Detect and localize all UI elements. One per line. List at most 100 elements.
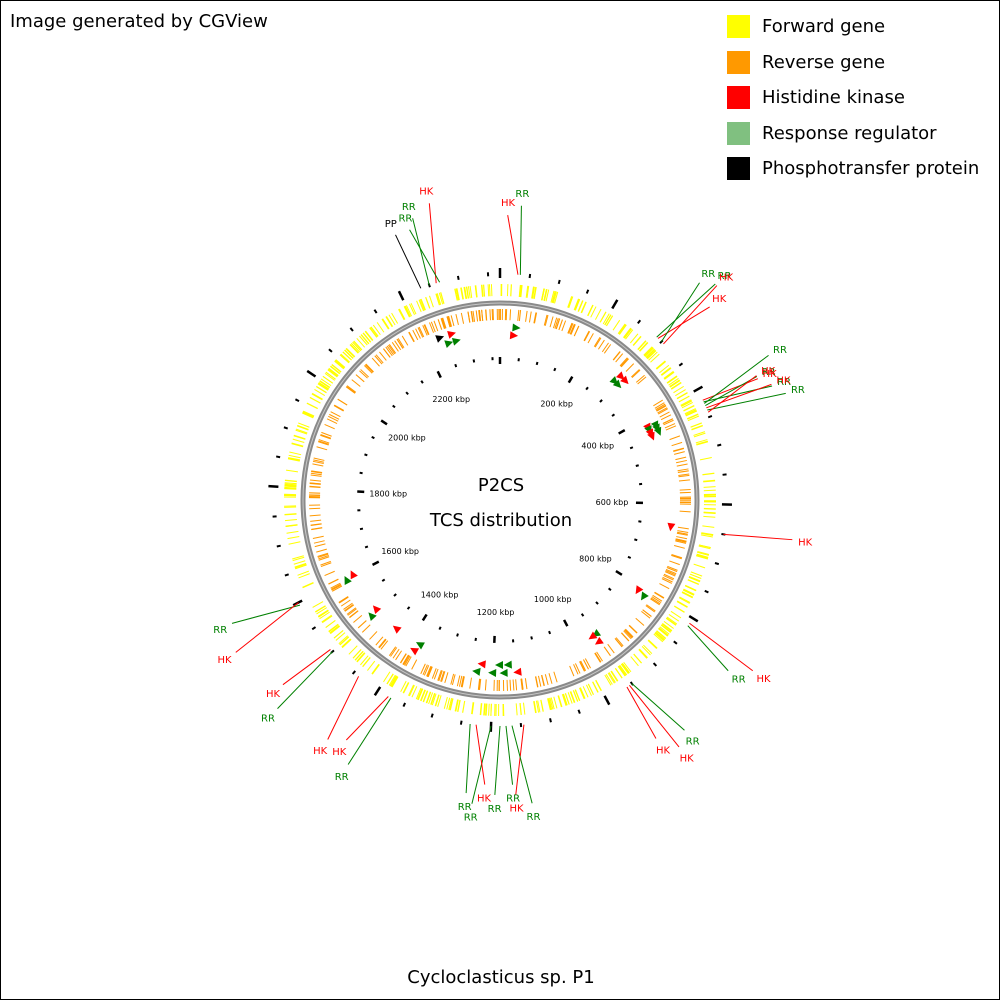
tick-label: 1400 kbp: [421, 590, 459, 599]
outer-tick: [283, 426, 289, 430]
reverse-gene: [310, 474, 322, 477]
inner-tick: [627, 555, 632, 559]
reverse-gene: [378, 639, 387, 649]
legend-swatch: [727, 50, 750, 74]
tick-label: 800 kbp: [579, 555, 612, 564]
forward-gene: [479, 703, 483, 716]
reverse-gene: [394, 340, 402, 351]
forward-gene: [490, 703, 492, 716]
outer-tick: [678, 362, 684, 367]
forward-gene: [284, 479, 297, 483]
outer-tick: [528, 273, 532, 279]
forward-gene: [349, 343, 360, 354]
forward-gene: [342, 351, 352, 361]
reverse-gene: [437, 670, 442, 681]
forward-gene: [643, 346, 653, 356]
feature-arrow: [444, 340, 454, 349]
forward-gene: [425, 296, 431, 309]
reverse-gene: [570, 324, 576, 335]
forward-gene: [319, 380, 331, 389]
forward-gene: [402, 682, 410, 694]
forward-gene: [519, 285, 523, 298]
forward-gene: [515, 703, 518, 716]
reverse-gene: [320, 434, 331, 440]
forward-gene: [691, 424, 704, 431]
feature-callout-label: RR: [718, 271, 732, 282]
inner-tick: [611, 413, 616, 417]
reverse-gene: [603, 646, 611, 657]
forward-gene: [388, 314, 396, 326]
reverse-gene: [620, 357, 629, 367]
reverse-gene: [461, 676, 465, 688]
forward-gene: [398, 309, 405, 321]
forward-gene: [298, 573, 310, 579]
outer-tick: [673, 640, 678, 645]
reverse-gene: [675, 456, 687, 461]
forward-gene: [656, 361, 667, 370]
reverse-gene: [330, 583, 342, 590]
forward-gene: [577, 300, 584, 312]
forward-gene: [284, 488, 297, 490]
reverse-gene: [569, 323, 575, 335]
reverse-gene: [477, 678, 481, 690]
forward-gene: [680, 399, 692, 406]
feature-callout-label: RR: [213, 625, 227, 636]
forward-gene: [284, 513, 297, 516]
feature-callout-line: [327, 676, 360, 740]
forward-gene: [669, 380, 681, 388]
reverse-gene: [313, 459, 325, 463]
reverse-gene: [654, 591, 665, 599]
forward-gene: [295, 564, 307, 570]
reverse-gene: [412, 329, 419, 341]
feature-callout-line: [689, 622, 754, 672]
forward-gene: [682, 589, 695, 596]
feature-callout-label: RR: [506, 794, 520, 805]
reverse-gene: [642, 609, 652, 617]
reverse-gene: [544, 315, 549, 326]
reverse-gene: [631, 369, 641, 379]
forward-gene: [661, 624, 672, 633]
reverse-gene: [533, 312, 537, 324]
forward-gene: [285, 524, 298, 528]
forward-gene: [328, 367, 339, 376]
forward-gene: [437, 695, 442, 707]
forward-gene: [340, 353, 351, 363]
forward-gene: [620, 663, 629, 675]
feature-callout-line: [519, 205, 522, 275]
forward-gene: [549, 697, 554, 710]
forward-gene: [540, 699, 544, 712]
reverse-gene: [312, 535, 324, 539]
reverse-gene: [344, 603, 354, 612]
forward-gene: [410, 302, 417, 315]
outer-tick: [373, 686, 382, 696]
reverse-gene: [309, 482, 321, 485]
forward-gene: [547, 697, 553, 710]
reverse-gene: [675, 539, 687, 543]
reverse-gene: [635, 617, 645, 626]
reverse-gene: [469, 677, 472, 689]
reverse-gene: [320, 560, 331, 566]
feature-arrow: [512, 323, 521, 332]
feature-arrow: [451, 337, 461, 346]
forward-gene: [702, 525, 715, 528]
forward-gene: [687, 579, 700, 586]
forward-gene: [562, 693, 568, 706]
forward-gene: [663, 370, 675, 380]
reverse-gene: [333, 405, 344, 412]
forward-gene: [306, 402, 318, 410]
forward-gene: [341, 639, 352, 648]
reverse-gene: [677, 470, 689, 474]
forward-gene: [488, 703, 490, 716]
reverse-gene: [324, 423, 335, 430]
forward-gene: [327, 369, 338, 378]
feature-callout-label: RR: [527, 812, 541, 823]
reverse-gene: [656, 405, 667, 412]
inner-tick: [454, 363, 458, 368]
feature-arrow: [472, 667, 481, 676]
forward-gene: [670, 610, 682, 619]
reverse-gene: [472, 310, 476, 322]
forward-gene: [683, 405, 695, 412]
forward-gene: [643, 644, 653, 654]
forward-gene: [541, 288, 545, 301]
